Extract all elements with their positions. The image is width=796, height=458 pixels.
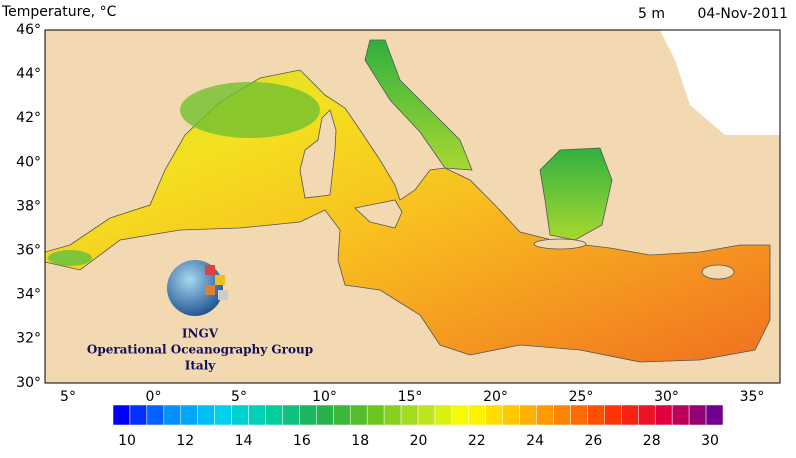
corsica-sardinia — [299, 109, 337, 199]
logo-name: INGV — [182, 327, 219, 341]
colorbar-cell — [299, 404, 317, 426]
crete — [533, 238, 587, 250]
cyprus — [701, 264, 735, 280]
colorbar-cell — [231, 404, 249, 426]
logo-tile — [205, 285, 215, 295]
logo-country: Italy — [185, 359, 216, 373]
colorbar-cell — [705, 404, 724, 426]
logo-tile — [218, 290, 228, 300]
colorbar-label: 10 — [118, 433, 136, 449]
map — [44, 29, 781, 384]
colorbar-cell — [265, 404, 283, 426]
colorbar-cell — [248, 404, 266, 426]
lon-label: 35° — [740, 389, 765, 405]
lat-label: 34° — [16, 287, 41, 303]
lon-label: 10° — [312, 389, 337, 405]
lon-label: 15° — [398, 389, 423, 405]
colorbar-cell — [638, 404, 656, 426]
lon-label: 5° — [60, 389, 76, 405]
colorbar-cell — [349, 404, 368, 426]
colorbar-cell — [146, 404, 165, 426]
colorbar-cell — [282, 404, 300, 426]
colorbar-label: 14 — [235, 433, 253, 449]
logo-tile — [205, 265, 215, 275]
sea — [44, 69, 771, 363]
sicily — [354, 199, 403, 229]
colorbar-label: 18 — [351, 433, 369, 449]
colorbar-cell — [621, 404, 639, 426]
colorbar-label: 28 — [643, 433, 661, 449]
colorbar-cell — [112, 404, 131, 426]
colorbar-cell — [180, 404, 198, 426]
lat-label: 40° — [16, 154, 41, 170]
colorbar-cell — [214, 404, 232, 426]
colorbar-label: 16 — [293, 433, 311, 449]
adriatic — [364, 39, 473, 171]
aegean — [539, 147, 613, 241]
lon-label: 5° — [231, 389, 247, 405]
colorbar-cell — [316, 404, 334, 426]
colorbar-cell — [536, 404, 554, 426]
logo-group: Operational Oceanography Group — [87, 343, 313, 357]
lat-label: 30° — [16, 375, 41, 391]
lat-label: 32° — [16, 331, 41, 347]
colorbar-cell — [570, 404, 588, 426]
date: 04-Nov-2011 — [698, 6, 789, 22]
colorbar-label: 26 — [584, 433, 602, 449]
colorbar-cell — [604, 404, 622, 426]
lat-label: 38° — [16, 198, 41, 214]
colorbar-cell — [688, 404, 707, 426]
colorbar-cell — [587, 404, 605, 426]
title: Temperature, °C — [1, 4, 117, 20]
colorbar-cell — [451, 404, 470, 426]
colorbar-cell — [553, 404, 571, 426]
colorbar-cell — [468, 404, 487, 426]
lon-label: 30° — [654, 389, 679, 405]
lat-label: 44° — [16, 66, 41, 82]
colorbar-cell — [383, 404, 402, 426]
colorbar-cell — [519, 404, 537, 426]
lat-label: 42° — [16, 110, 41, 126]
lon-label: 25° — [569, 389, 594, 405]
colorbar-cell — [163, 404, 182, 426]
lon-label: 20° — [483, 389, 508, 405]
lat-label: 36° — [16, 243, 41, 259]
depth: 5 m — [638, 6, 665, 22]
colorbar-label: 24 — [526, 433, 544, 449]
frame — [44, 29, 781, 384]
colorbar-label: 12 — [176, 433, 194, 449]
black-sea — [660, 30, 780, 135]
cool-water — [48, 250, 92, 266]
colorbar-cell — [333, 404, 351, 426]
colorbar-label: 20 — [410, 433, 428, 449]
logo-tile — [215, 275, 225, 285]
logo: INGV Operational Oceanography Group Ital… — [87, 260, 313, 373]
colorbar-label: 22 — [468, 433, 486, 449]
colorbar-cell — [197, 404, 215, 426]
colorbar-cell — [671, 404, 690, 426]
colorbar-cell — [654, 404, 673, 426]
colorbar-label: 30 — [701, 433, 719, 449]
colorbar-cell — [434, 404, 453, 426]
colorbar-cell — [502, 404, 520, 426]
lon-label: 0° — [146, 389, 162, 405]
colorbar-cell — [485, 404, 503, 426]
colorbar-cell — [366, 404, 385, 426]
cool-water — [180, 82, 320, 138]
colorbar-cell — [417, 404, 436, 426]
colorbar-cell — [129, 404, 148, 426]
colorbar-cell — [400, 404, 419, 426]
lat-label: 46° — [16, 22, 41, 38]
